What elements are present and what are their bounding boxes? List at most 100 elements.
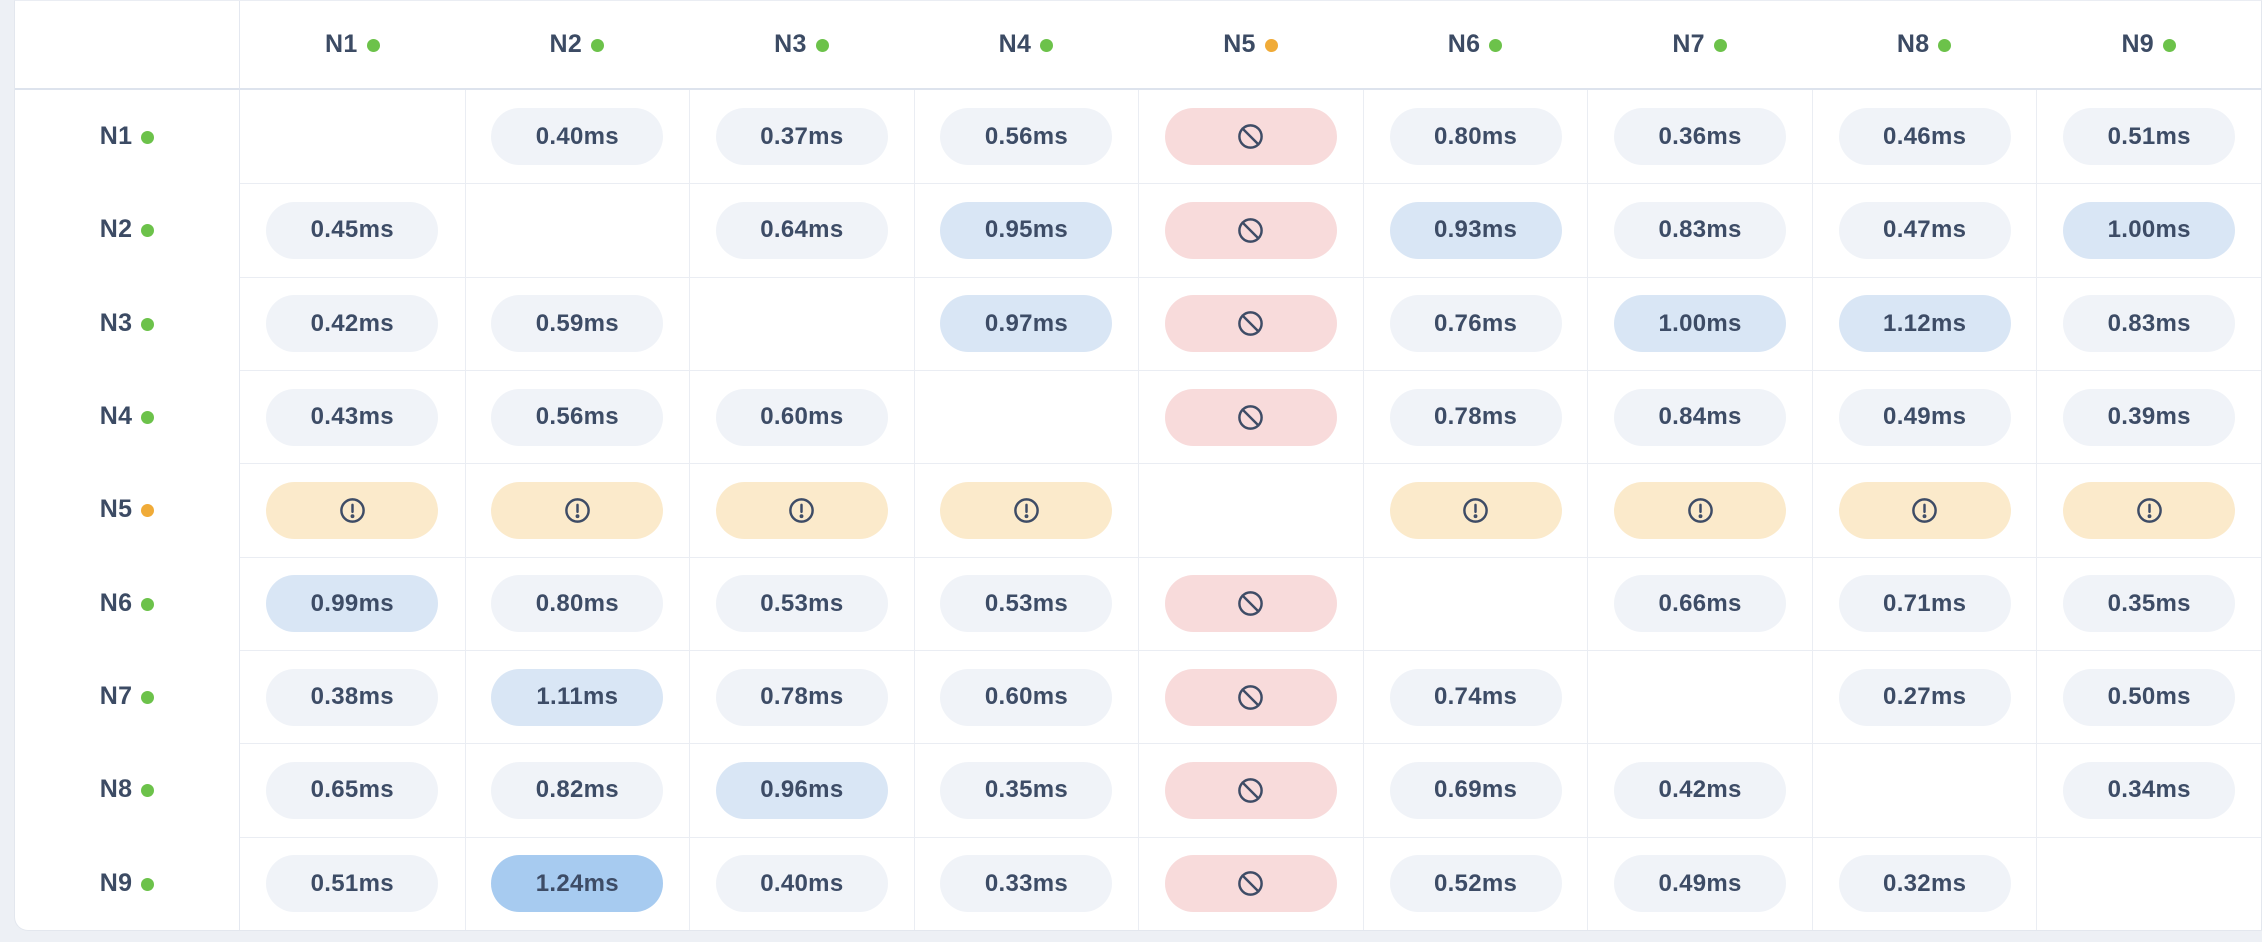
latency-pill[interactable]: 0.27ms: [1838, 668, 2011, 726]
latency-pill[interactable]: 0.66ms: [1614, 575, 1787, 633]
warning-pill[interactable]: [1389, 481, 1562, 539]
latency-pill[interactable]: 0.83ms: [1614, 201, 1787, 259]
latency-pill[interactable]: 0.60ms: [715, 388, 888, 446]
latency-pill[interactable]: 0.46ms: [1838, 108, 2011, 166]
latency-pill[interactable]: 1.24ms: [491, 855, 664, 913]
matrix-cell-n9-n7: 0.49ms: [1587, 836, 1812, 930]
latency-pill[interactable]: 0.35ms: [2063, 575, 2236, 633]
latency-pill[interactable]: 0.56ms: [940, 108, 1113, 166]
latency-pill[interactable]: 0.40ms: [715, 855, 888, 913]
matrix-cell-n7-n6: 0.74ms: [1362, 650, 1588, 744]
latency-pill[interactable]: 0.69ms: [1389, 761, 1562, 819]
latency-pill[interactable]: 0.53ms: [715, 575, 888, 633]
blocked-pill[interactable]: [1164, 668, 1337, 726]
latency-pill[interactable]: 0.51ms: [266, 855, 439, 913]
latency-pill[interactable]: 0.56ms: [491, 388, 664, 446]
matrix-cell-n4-n7: 0.84ms: [1587, 370, 1812, 464]
warning-pill[interactable]: [1838, 481, 2011, 539]
latency-pill[interactable]: 0.76ms: [1389, 295, 1562, 353]
latency-pill[interactable]: 0.33ms: [940, 855, 1113, 913]
matrix-cell-n5-n7: [1587, 463, 1812, 557]
latency-pill[interactable]: 1.12ms: [1838, 295, 2011, 353]
latency-pill[interactable]: 0.34ms: [2063, 761, 2236, 819]
latency-pill[interactable]: 0.59ms: [491, 295, 664, 353]
latency-pill[interactable]: 0.47ms: [1838, 201, 2011, 259]
latency-pill[interactable]: 0.95ms: [940, 201, 1113, 259]
latency-pill[interactable]: 1.00ms: [1614, 295, 1787, 353]
column-header-n1: N1: [240, 1, 465, 90]
column-header-n3: N3: [689, 1, 914, 90]
latency-pill[interactable]: 0.32ms: [1838, 855, 2011, 913]
matrix-cell-n7-n8: 0.27ms: [1811, 650, 2037, 744]
latency-pill[interactable]: 0.97ms: [940, 295, 1113, 353]
latency-pill[interactable]: 0.53ms: [940, 575, 1113, 633]
latency-pill[interactable]: 0.40ms: [491, 108, 664, 166]
latency-pill[interactable]: 0.42ms: [1614, 761, 1787, 819]
latency-pill[interactable]: 0.93ms: [1389, 201, 1562, 259]
alert-circle-icon: [1011, 495, 1042, 526]
matrix-cell-n1-n5: [1138, 90, 1363, 184]
matrix-cell-n4-n6: 0.78ms: [1362, 370, 1588, 464]
latency-pill[interactable]: 0.80ms: [1389, 108, 1562, 166]
matrix-cell-n6-n7: 0.66ms: [1587, 556, 1812, 650]
latency-pill[interactable]: 0.36ms: [1614, 108, 1787, 166]
matrix-cell-n3-n7: 1.00ms: [1587, 276, 1812, 370]
matrix-cell-n2-n3: 0.64ms: [689, 183, 914, 277]
latency-pill[interactable]: 0.84ms: [1614, 388, 1787, 446]
latency-pill[interactable]: 0.82ms: [491, 761, 664, 819]
matrix-cell-n5-n2: [464, 463, 690, 557]
latency-pill[interactable]: 0.78ms: [715, 668, 888, 726]
warning-pill[interactable]: [1614, 481, 1787, 539]
blocked-pill[interactable]: [1164, 575, 1337, 633]
latency-pill[interactable]: 0.50ms: [2063, 668, 2236, 726]
matrix-cell-n8-n8: [1811, 743, 2037, 837]
latency-pill[interactable]: 0.39ms: [2063, 388, 2236, 446]
blocked-pill[interactable]: [1164, 388, 1337, 446]
latency-pill[interactable]: 0.35ms: [940, 761, 1113, 819]
latency-pill[interactable]: 0.65ms: [266, 761, 439, 819]
node-status-up-dot: [1713, 39, 1727, 52]
latency-pill[interactable]: 0.45ms: [266, 201, 439, 259]
warning-pill[interactable]: [940, 481, 1113, 539]
latency-pill[interactable]: 0.51ms: [2063, 108, 2236, 166]
row-header-label: N3: [99, 308, 133, 337]
latency-pill[interactable]: 0.99ms: [266, 575, 439, 633]
latency-pill[interactable]: 0.49ms: [1614, 855, 1787, 913]
matrix-cell-n1-n3: 0.37ms: [689, 90, 914, 184]
blocked-pill[interactable]: [1164, 201, 1337, 259]
latency-pill[interactable]: 0.52ms: [1389, 855, 1562, 913]
latency-pill[interactable]: 0.60ms: [940, 668, 1113, 726]
alert-circle-icon: [786, 495, 817, 526]
blocked-pill[interactable]: [1164, 855, 1337, 913]
matrix-cell-n8-n2: 0.82ms: [464, 743, 690, 837]
latency-pill[interactable]: 1.11ms: [491, 668, 664, 726]
matrix-cell-n2-n6: 0.93ms: [1362, 183, 1588, 277]
blocked-pill[interactable]: [1164, 108, 1337, 166]
blocked-pill[interactable]: [1164, 295, 1337, 353]
blocked-pill[interactable]: [1164, 761, 1337, 819]
warning-pill[interactable]: [491, 481, 664, 539]
matrix-cell-n2-n5: [1138, 183, 1363, 277]
latency-pill[interactable]: 0.49ms: [1838, 388, 2011, 446]
row-header-n9: N9: [15, 836, 240, 930]
matrix-cell-n9-n2: 1.24ms: [464, 836, 690, 930]
warning-pill[interactable]: [2063, 481, 2236, 539]
warning-pill[interactable]: [715, 481, 888, 539]
latency-pill[interactable]: 0.96ms: [715, 761, 888, 819]
column-header-label: N2: [549, 30, 583, 58]
latency-pill[interactable]: 0.83ms: [2063, 295, 2236, 353]
latency-pill[interactable]: 0.64ms: [715, 201, 888, 259]
latency-pill[interactable]: 0.43ms: [266, 388, 439, 446]
node-status-up-dot: [141, 691, 155, 705]
matrix-cell-n6-n3: 0.53ms: [689, 556, 914, 650]
latency-pill[interactable]: 0.78ms: [1389, 388, 1562, 446]
latency-pill[interactable]: 0.71ms: [1838, 575, 2011, 633]
latency-pill[interactable]: 1.00ms: [2063, 201, 2236, 259]
latency-pill[interactable]: 0.37ms: [715, 108, 888, 166]
latency-pill[interactable]: 0.74ms: [1389, 668, 1562, 726]
latency-pill[interactable]: 0.80ms: [491, 575, 664, 633]
latency-pill[interactable]: 0.42ms: [266, 295, 439, 353]
latency-pill[interactable]: 0.38ms: [266, 668, 439, 726]
matrix-cell-n1-n7: 0.36ms: [1587, 90, 1812, 184]
warning-pill[interactable]: [266, 481, 439, 539]
